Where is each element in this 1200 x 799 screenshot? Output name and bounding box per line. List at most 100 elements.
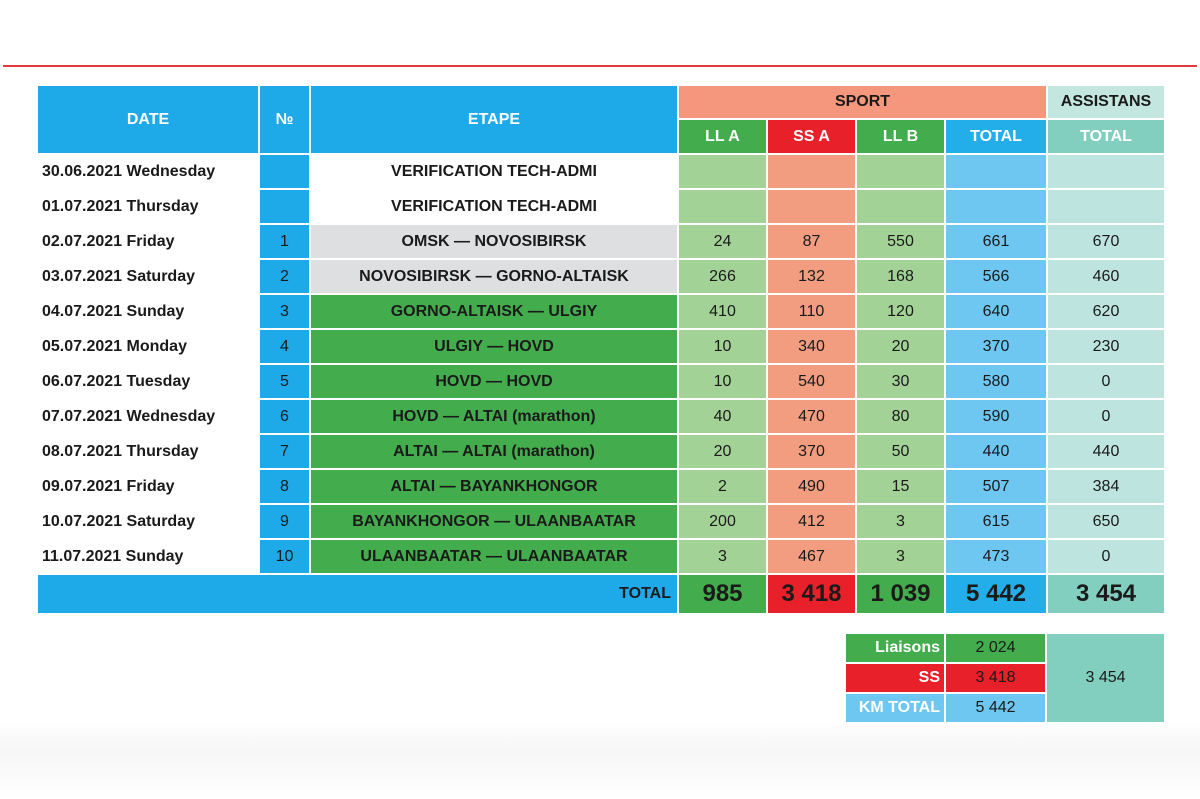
row-total: 640 <box>946 295 1046 328</box>
summary-liaisons-label: Liaisons <box>846 634 944 662</box>
row-etape: HOVD — HOVD <box>311 365 677 398</box>
totals-ss-a: 3 418 <box>768 575 855 613</box>
summary-km-total-value: 5 442 <box>946 694 1045 722</box>
row-ss-a <box>768 155 855 188</box>
row-etape: VERIFICATION TECH-ADMI <box>311 190 677 223</box>
table-row: 02.07.2021 Friday 1 OMSK — NOVOSIBIRSK 2… <box>38 225 1164 258</box>
row-date: 05.07.2021 Monday <box>38 330 258 363</box>
row-etape: ULAANBAATAR — ULAANBAATAR <box>311 540 677 573</box>
row-date: 09.07.2021 Friday <box>38 470 258 503</box>
row-ss-a: 340 <box>768 330 855 363</box>
row-ss-a: 412 <box>768 505 855 538</box>
row-assistans: 0 <box>1048 400 1164 433</box>
row-ll-b: 550 <box>857 225 944 258</box>
summary-assistans-value: 3 454 <box>1047 634 1164 722</box>
row-date: 11.07.2021 Sunday <box>38 540 258 573</box>
row-ss-a: 87 <box>768 225 855 258</box>
row-ll-a: 410 <box>679 295 766 328</box>
row-ss-a: 132 <box>768 260 855 293</box>
row-number: 1 <box>260 225 309 258</box>
row-date: 02.07.2021 Friday <box>38 225 258 258</box>
row-date: 03.07.2021 Saturday <box>38 260 258 293</box>
row-total <box>946 190 1046 223</box>
row-etape: ALTAI — ALTAI (marathon) <box>311 435 677 468</box>
row-etape: ALTAI — BAYANKHONGOR <box>311 470 677 503</box>
row-date: 30.06.2021 Wednesday <box>38 155 258 188</box>
table-row: 09.07.2021 Friday 8 ALTAI — BAYANKHONGOR… <box>38 470 1164 503</box>
row-number: 7 <box>260 435 309 468</box>
row-etape: ULGIY — HOVD <box>311 330 677 363</box>
row-ll-a <box>679 190 766 223</box>
table-row: 03.07.2021 Saturday 2 NOVOSIBIRSK — GORN… <box>38 260 1164 293</box>
summary-row-km-total: KM TOTAL 5 442 <box>846 694 1164 722</box>
totals-label: TOTAL <box>38 575 677 613</box>
header-sport-total: TOTAL <box>946 120 1046 153</box>
row-ss-a: 540 <box>768 365 855 398</box>
summary-ss-value: 3 418 <box>946 664 1045 692</box>
row-ll-a: 266 <box>679 260 766 293</box>
row-ss-a: 110 <box>768 295 855 328</box>
row-ll-a: 40 <box>679 400 766 433</box>
row-ll-a: 24 <box>679 225 766 258</box>
row-number <box>260 190 309 223</box>
summary-table: Liaisons 2 024 3 454 SS 3 418 KM TOTAL 5… <box>844 632 1166 724</box>
row-ll-a: 3 <box>679 540 766 573</box>
row-ss-a <box>768 190 855 223</box>
row-etape: HOVD — ALTAI (marathon) <box>311 400 677 433</box>
summary-row-liaisons: Liaisons 2 024 3 454 <box>846 634 1164 722</box>
table-row: 30.06.2021 Wednesday VERIFICATION TECH-A… <box>38 155 1164 188</box>
header-etape: ETAPE <box>311 86 677 153</box>
row-date: 08.07.2021 Thursday <box>38 435 258 468</box>
row-assistans: 460 <box>1048 260 1164 293</box>
header-ll-b: LL B <box>857 120 944 153</box>
table-row: 11.07.2021 Sunday 10 ULAANBAATAR — ULAAN… <box>38 540 1164 573</box>
row-etape: OMSK — NOVOSIBIRSK <box>311 225 677 258</box>
row-assistans: 0 <box>1048 540 1164 573</box>
row-etape: BAYANKHONGOR — ULAANBAATAR <box>311 505 677 538</box>
row-number: 10 <box>260 540 309 573</box>
row-date: 01.07.2021 Thursday <box>38 190 258 223</box>
row-ll-b: 3 <box>857 505 944 538</box>
row-total: 590 <box>946 400 1046 433</box>
summary-liaisons-value: 2 024 <box>946 634 1045 662</box>
row-ll-b <box>857 155 944 188</box>
row-total: 615 <box>946 505 1046 538</box>
row-ll-b: 20 <box>857 330 944 363</box>
header-ll-a: LL A <box>679 120 766 153</box>
table-row: 05.07.2021 Monday 4 ULGIY — HOVD 10 340 … <box>38 330 1164 363</box>
row-total: 370 <box>946 330 1046 363</box>
row-date: 07.07.2021 Wednesday <box>38 400 258 433</box>
row-total: 580 <box>946 365 1046 398</box>
row-ll-a: 200 <box>679 505 766 538</box>
totals-ll-b: 1 039 <box>857 575 944 613</box>
row-ll-a <box>679 155 766 188</box>
row-assistans: 0 <box>1048 365 1164 398</box>
row-number: 4 <box>260 330 309 363</box>
row-total: 661 <box>946 225 1046 258</box>
top-divider-line <box>3 65 1197 67</box>
row-total <box>946 155 1046 188</box>
row-ll-b: 120 <box>857 295 944 328</box>
row-total: 440 <box>946 435 1046 468</box>
stages-table: DATE № ETAPE SPORT ASSISTANS LL A SS A L… <box>36 84 1166 615</box>
row-number: 8 <box>260 470 309 503</box>
row-etape: NOVOSIBIRSK — GORNO-ALTAISK <box>311 260 677 293</box>
row-ss-a: 490 <box>768 470 855 503</box>
row-etape: GORNO-ALTAISK — ULGIY <box>311 295 677 328</box>
row-assistans: 620 <box>1048 295 1164 328</box>
summary-km-total-label: KM TOTAL <box>846 694 944 722</box>
row-date: 06.07.2021 Tuesday <box>38 365 258 398</box>
row-date: 04.07.2021 Sunday <box>38 295 258 328</box>
row-assistans: 384 <box>1048 470 1164 503</box>
table-row: 01.07.2021 Thursday VERIFICATION TECH-AD… <box>38 190 1164 223</box>
totals-row: TOTAL 985 3 418 1 039 5 442 3 454 <box>38 575 1164 613</box>
totals-sport-total: 5 442 <box>946 575 1046 613</box>
row-assistans: 440 <box>1048 435 1164 468</box>
row-assistans <box>1048 155 1164 188</box>
table-row: 10.07.2021 Saturday 9 BAYANKHONGOR — ULA… <box>38 505 1164 538</box>
row-ll-a: 20 <box>679 435 766 468</box>
row-number: 9 <box>260 505 309 538</box>
row-number <box>260 155 309 188</box>
row-etape: VERIFICATION TECH-ADMI <box>311 155 677 188</box>
row-total: 566 <box>946 260 1046 293</box>
